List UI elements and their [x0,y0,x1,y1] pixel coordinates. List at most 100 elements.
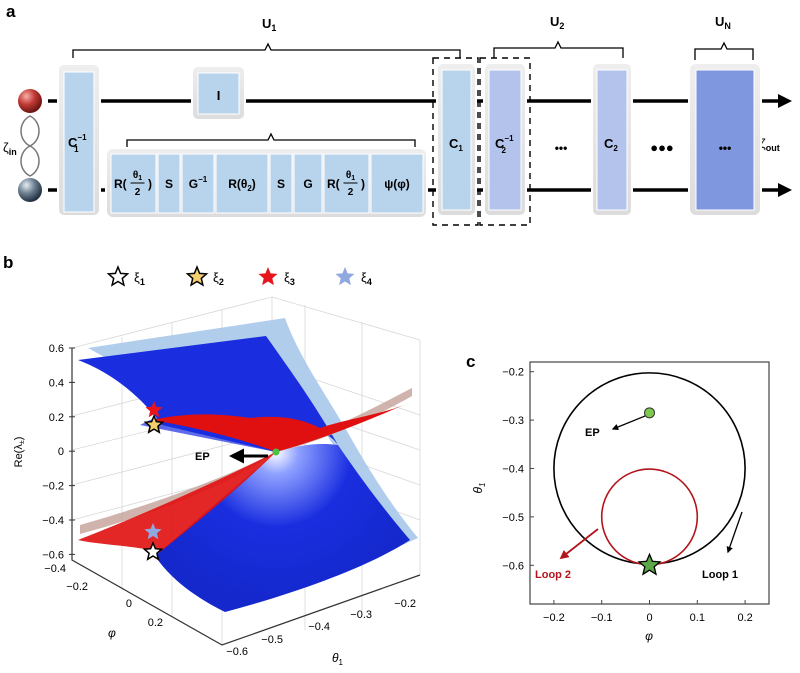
z-tick-label: −0.2 [42,481,64,493]
surface-tan-lower [80,452,276,534]
z-tick-label: 0.2 [49,412,64,424]
gate-sequence-item: S [157,153,181,214]
svg-text:G−1: G−1 [189,175,208,191]
svg-text:•••: ••• [719,141,732,155]
red-qubit-sphere [18,89,42,113]
svg-text:G: G [303,177,312,191]
panel-label-c: c [466,352,475,371]
y-tick-label: −0.2 [502,367,524,379]
legend-entry-xi4: ξ4 [335,267,372,287]
gate-sequence-item: R(θ1 2) [323,153,370,214]
x-tick-label: 0.1 [690,612,705,624]
brace-u1: U1 [72,16,461,58]
surface-red-lower [78,452,276,552]
legend-entry-xi2: ξ2 [185,265,224,287]
loop-2-label: Loop 2 [535,569,571,581]
output-arrow-top-icon [778,94,792,108]
svg-text:R(: R( [327,177,340,191]
loop-1-label: Loop 1 [702,569,738,581]
svg-text:2: 2 [348,187,354,198]
loop-1-arrow [726,511,743,554]
gate-c2: C2 [591,62,633,217]
y-tick-label: −0.6 [502,560,524,572]
y-tick-label: −0.4 [502,463,524,475]
z-tick-label: −0.6 [42,549,64,561]
brace-u2: U2 [493,14,624,58]
svg-text:θ1: θ1 [133,170,142,182]
legend-entry-xi1: ξ1 [106,265,145,287]
svg-text:I: I [217,88,221,103]
panel-label-b: b [3,253,13,272]
svg-text:C−12: C−1 2 [495,134,514,155]
y-axis-label: θ1 [471,483,487,494]
svg-text:C2: C2 [604,136,618,153]
theta-tick-label: −0.2 [394,598,416,610]
dashed-box-c1 [432,57,479,226]
gate-sequence: R(θ1 2) S G−1 R(θ2) S G R(θ1 2) ψ(φ) [105,147,428,219]
star-icon [335,267,355,286]
gate-c2-inverse: C−1 2 [483,62,527,217]
ep-point [644,407,655,419]
svg-text:U1: U1 [262,16,276,33]
phi-tick-label: −0.2 [66,581,88,593]
gate-sequence-item: R(θ2) [215,153,269,214]
star-marker-xi3 [145,401,163,418]
x-tick-label: 0 [646,612,652,624]
gate-identity: I [191,65,246,121]
svg-text:C−11: C−1 1 [68,133,87,154]
brace-un: UN [694,14,754,60]
x-tick-label: −0.1 [591,612,613,624]
svg-text:S: S [165,177,173,191]
theta-tick-label: −0.3 [350,609,372,621]
ep-point [272,448,280,456]
z-axis-label: Re(λ±) [13,437,26,468]
svg-text:2: 2 [135,187,141,198]
svg-text:): ) [148,177,152,191]
entanglement-icon [20,115,40,177]
svg-text:θ1: θ1 [346,170,355,182]
legend-label: ξ3 [284,270,295,287]
output-state-label: ζout [760,136,780,153]
legend: ξ1 ξ2 ξ3 ξ4 [106,265,372,287]
panel-c-parameter-loops: c −0.2 −0.1 0 0.1 0.2 −0.2 −0.3 −0.4 −0.5 −0.6 Loo… [466,352,770,643]
gray-qubit-sphere [18,178,42,202]
star-icon [185,265,209,287]
star-icon [258,267,278,286]
ep-label: EP [195,451,210,463]
gate-sequence-item: G−1 [181,153,215,214]
legend-entry-xi3: ξ3 [258,267,295,287]
svg-text:U2: U2 [550,14,564,31]
star-icon [106,265,130,287]
x-axis-label: φ [645,629,653,643]
star-marker-xi1 [142,541,164,561]
axes-lines [71,348,421,646]
gate-sequence-item: ψ(φ) [370,153,424,214]
brace-sequence [126,132,416,148]
svg-text:ψ(φ): ψ(φ) [384,177,410,191]
surface-red-upper [152,403,408,452]
theta-tick-label: −0.5 [261,634,283,646]
input-state-label: ζin [3,140,17,157]
y-tick-label: −0.5 [502,512,524,524]
start-point-star [637,552,662,576]
x-tick-label: 0.2 [737,612,752,624]
phi-tick-label: −0.4 [44,563,66,575]
loop-2-arrow [559,528,599,560]
legend-label: ξ1 [134,270,145,287]
ep-arrow [611,415,646,431]
svg-text:R(: R( [114,177,127,191]
gate-sequence-item: G [293,153,323,214]
star-marker-xi2 [143,414,165,434]
gate-sequence-item: S [269,153,293,214]
x-tick-label: −0.2 [543,612,565,624]
z-tick-label: 0.6 [49,343,64,355]
star-marker-xi4 [144,523,162,540]
panel-label-a: a [6,2,16,21]
phi-tick-label: 0 [126,598,132,610]
surface-blue-lower [155,443,410,612]
y-tick-label: −0.3 [502,415,524,427]
svg-text:UN: UN [715,14,731,31]
theta-tick-label: −0.6 [226,646,248,658]
ep-label: EP [585,427,600,439]
